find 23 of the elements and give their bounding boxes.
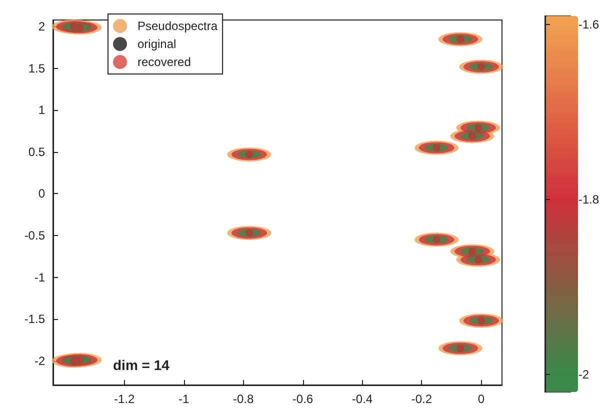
y-tick-label: -1 bbox=[34, 270, 46, 284]
x-tick-label: -0.2 bbox=[411, 392, 432, 406]
y-tick-label: 0.5 bbox=[28, 144, 46, 159]
annotation: dim = 14 bbox=[113, 357, 170, 373]
y-tick-label: -0.5 bbox=[24, 228, 46, 242]
x-tick-label: -0.8 bbox=[232, 392, 254, 406]
y-tick-label: -2 bbox=[34, 354, 46, 368]
x-tick-label: -1.2 bbox=[114, 392, 136, 406]
legend-label: Pseudospectra bbox=[138, 19, 218, 33]
x-tick-label: -0.4 bbox=[352, 392, 373, 406]
x-tick-label: -1 bbox=[178, 392, 190, 406]
y-tick-label: 2 bbox=[38, 20, 46, 34]
x-tick-label: 0 bbox=[478, 392, 485, 406]
legend-label: original bbox=[138, 37, 176, 51]
x-tick-label: -0.6 bbox=[292, 392, 314, 406]
y-tick-label: 1.5 bbox=[28, 61, 46, 76]
color-bar-label: -1.8 bbox=[578, 192, 600, 207]
color-bar-label: -2 bbox=[578, 368, 590, 382]
legend-label: recovered bbox=[138, 55, 191, 69]
color-bar-label: -1.6 bbox=[578, 18, 600, 32]
y-tick-label: -1.5 bbox=[24, 312, 46, 326]
y-tick-label: 0 bbox=[38, 186, 46, 201]
y-tick-label: 1 bbox=[38, 103, 46, 118]
